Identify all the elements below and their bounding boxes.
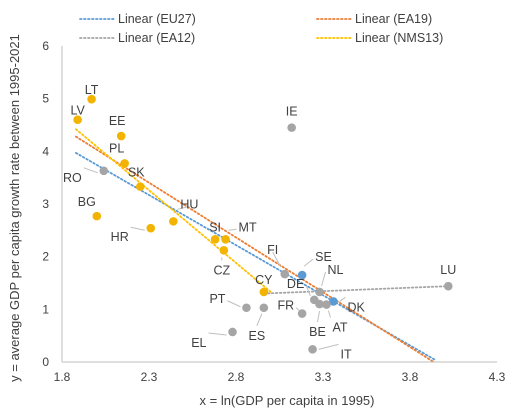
y-tick-label: 0 [42,355,49,369]
label-pl: PL [109,141,124,155]
label-at: AT [332,321,347,335]
label-be: BE [309,325,326,339]
leader-se [303,258,314,267]
label-cz: CZ [213,263,230,277]
point-pl [120,159,129,168]
y-tick-label: 2 [42,250,49,264]
label-el: EL [191,336,206,350]
point-nl [315,287,324,297]
label-lu: LU [440,263,456,277]
label-fr: FR [277,299,294,313]
leader-fi [272,251,282,268]
point-si [210,234,220,244]
label-dk: DK [347,300,365,314]
leader-el [208,332,227,336]
legend-label-linear-nms13: Linear (NMS13) [355,31,443,45]
label-lt: LT [85,83,99,97]
y-axis-title: y = average GDP per capita growth rate b… [7,34,22,382]
label-se: SE [315,250,332,264]
x-tick-label: 1.8 [54,370,71,384]
label-lv: LV [70,104,85,118]
x-tick-label: 2.8 [228,370,245,384]
leader-be [317,310,321,323]
trendline-linear-eu27 [75,152,438,362]
label-bg: BG [78,195,96,209]
point-ee [116,131,126,141]
axes: 1.8 2.3 2.8 3.3 3.8 4.3 0 1 2 3 4 5 6 [42,39,505,384]
legend: Linear (EU27) Linear (EA19) Linear (EA12) L… [79,12,443,45]
leader-hr [130,226,145,231]
legend-label-linear-ea19: Linear (EA19) [355,12,432,26]
label-ro: RO [63,171,82,185]
point-bg [92,211,102,221]
point-ro [99,166,109,176]
leader-nl [321,271,327,287]
point-fi [280,269,290,279]
y-tick-label: 3 [42,197,49,211]
point-lv [73,115,82,125]
label-hu: HU [180,197,198,211]
x-axis-title: x = ln(GDP per capita in 1995) [200,393,375,408]
trendline-linear-nms13 [75,128,272,293]
point-es [259,303,269,313]
label-cy: CY [255,273,273,287]
x-tick-label: 3.8 [402,370,419,384]
label-ee: EE [109,114,126,128]
point-mt [221,234,230,244]
leader-de [305,285,311,297]
trendline-linear-ea19 [75,135,435,363]
label-leader-lines [83,167,346,350]
label-sk: SK [128,166,145,180]
label-ie: IE [286,105,298,119]
leader-it [318,343,339,350]
point-cz [219,246,229,255]
label-nl: NL [328,263,344,277]
point-cy [259,287,269,297]
point-pt [242,303,251,313]
point-el [228,327,237,337]
label-it: IT [341,347,352,361]
legend-label-linear-ea12: Linear (EA12) [118,31,195,45]
leader-mt [228,228,237,231]
leader-es [256,313,263,326]
point-hu [169,217,178,226]
trendline-linear-ea12 [262,285,450,295]
x-tick-label: 2.3 [141,370,158,384]
label-de: DE [287,277,304,291]
point-be [315,299,324,309]
label-mt: MT [239,220,257,234]
leader-at [327,310,331,318]
label-fi: FI [267,243,278,257]
label-es: ES [248,329,265,343]
y-tick-label: 4 [42,144,49,158]
point-sk [136,182,145,191]
y-tick-label: 6 [42,39,49,53]
y-tick-label: 5 [42,92,49,106]
leader-fr [295,307,300,311]
point-ie [287,123,296,132]
point-it [308,345,317,354]
point-hr [146,223,156,233]
label-pt: PT [209,292,225,306]
leader-dk [339,297,346,302]
leader-hu [177,205,190,210]
point-lu [443,281,453,291]
data-points [73,94,453,354]
x-tick-label: 4.3 [489,370,506,384]
point-lt [87,94,96,104]
leader-pt [227,300,241,308]
point-at [322,300,331,309]
x-tick-label: 3.3 [315,370,332,384]
y-tick-label: 1 [42,302,49,316]
point-dk [329,297,338,306]
trendlines [75,128,450,363]
point-fr [297,309,307,318]
legend-label-linear-eu27: Linear (EU27) [118,12,196,26]
leader-ro [83,167,98,174]
label-hr: HR [111,230,129,244]
label-si: SI [209,220,221,234]
point-se [297,270,307,280]
